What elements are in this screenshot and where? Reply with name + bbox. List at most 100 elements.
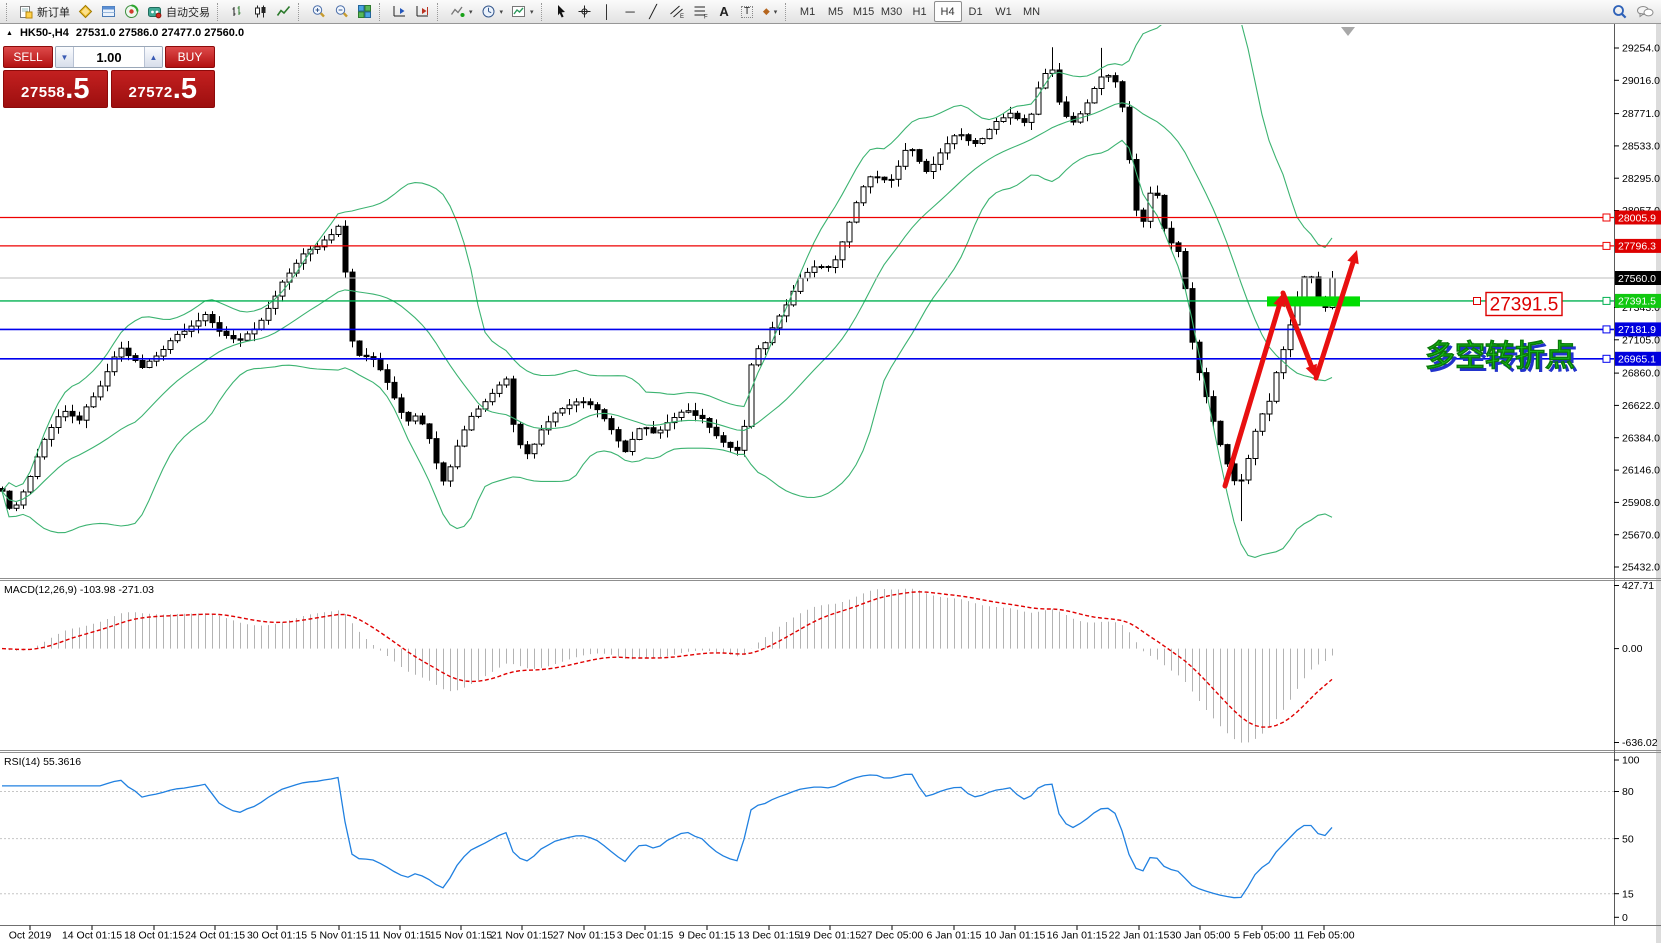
auto-trading-button[interactable]: 自动交易 bbox=[143, 1, 214, 22]
new-order-icon bbox=[20, 5, 33, 18]
sell-button[interactable]: SELL bbox=[3, 46, 53, 68]
text-label-icon: T bbox=[740, 5, 754, 18]
periods-button[interactable]: ▾ bbox=[477, 1, 508, 22]
buy-price-button[interactable]: 27572 .5 bbox=[110, 70, 215, 108]
chart-canvas[interactable]: 29254.029016.028771.028533.028295.028057… bbox=[0, 24, 1661, 943]
chevron-down-icon: ▾ bbox=[773, 8, 778, 16]
indicators-button[interactable]: ▾ bbox=[446, 1, 477, 22]
timeframe-d1-button[interactable]: D1 bbox=[968, 5, 983, 18]
timeframe-w1-button[interactable]: W1 bbox=[995, 5, 1012, 18]
svg-text:16 Jan 01:15: 16 Jan 01:15 bbox=[1047, 930, 1108, 942]
svg-text:26146.0: 26146.0 bbox=[1622, 465, 1660, 477]
chevron-down-icon: ▾ bbox=[530, 8, 534, 16]
volume-input[interactable]: 1.00 bbox=[96, 49, 122, 65]
toolbar-separator bbox=[379, 2, 385, 21]
candlestick-series bbox=[0, 47, 1336, 522]
svg-text:3 Dec 01:15: 3 Dec 01:15 bbox=[617, 930, 674, 942]
svg-text:26965.1: 26965.1 bbox=[1618, 354, 1656, 366]
chart-shift-button[interactable] bbox=[411, 1, 434, 22]
fibonacci-tool-button[interactable]: F bbox=[689, 1, 713, 22]
vertical-line-tool-button[interactable]: │ bbox=[596, 1, 619, 22]
svg-text:26622.0: 26622.0 bbox=[1622, 400, 1660, 412]
vertical-line-icon: │ bbox=[602, 4, 612, 19]
templates-button[interactable]: ▾ bbox=[507, 1, 538, 22]
text-tool-button[interactable]: A bbox=[713, 1, 736, 22]
rsi-line bbox=[2, 773, 1333, 899]
crosshair-tool-button[interactable] bbox=[573, 1, 596, 22]
sell-price-button[interactable]: 27558 .5 bbox=[3, 70, 108, 108]
svg-text:15: 15 bbox=[1622, 888, 1634, 900]
buy-button[interactable]: BUY bbox=[165, 46, 215, 68]
svg-text:26860.0: 26860.0 bbox=[1622, 368, 1660, 380]
zoom-out-button[interactable] bbox=[330, 1, 353, 22]
support-zone-bar bbox=[1267, 296, 1360, 307]
bull-bear-pivot-note[interactable]: 多空转折点 bbox=[1425, 340, 1576, 374]
volume-decrease-button[interactable]: ▼ bbox=[56, 47, 74, 67]
window-edge bbox=[1656, 24, 1661, 943]
periods-clock-icon bbox=[482, 5, 495, 18]
new-order-label: 新订单 bbox=[37, 6, 70, 19]
text-tool-icon: A bbox=[719, 4, 729, 19]
search-button[interactable] bbox=[1608, 1, 1632, 22]
auto-scroll-button[interactable] bbox=[388, 1, 411, 22]
svg-text:0.00: 0.00 bbox=[1622, 643, 1643, 655]
horizontal-line-tool-button[interactable]: ─ bbox=[619, 1, 642, 22]
auto-scroll-icon bbox=[393, 6, 405, 17]
candlestick-chart-button[interactable] bbox=[249, 1, 272, 22]
svg-text:26384.0: 26384.0 bbox=[1622, 432, 1660, 444]
timeframe-mn-button[interactable]: MN bbox=[1022, 5, 1041, 18]
toolbar-separator bbox=[6, 2, 12, 21]
svg-text:50: 50 bbox=[1622, 833, 1634, 845]
timeframe-m5-button[interactable]: M5 bbox=[827, 5, 844, 18]
market-watch-button[interactable] bbox=[74, 1, 97, 22]
volume-increase-button[interactable]: ▲ bbox=[144, 47, 162, 67]
svg-text:29016.0: 29016.0 bbox=[1622, 75, 1660, 87]
svg-text:-636.02: -636.02 bbox=[1622, 737, 1658, 749]
new-order-button[interactable]: 新订单 bbox=[15, 1, 74, 22]
horizontal-level-lines[interactable] bbox=[0, 213, 1614, 363]
auto-trading-label: 自动交易 bbox=[166, 6, 210, 19]
horizontal-line-icon: ─ bbox=[625, 4, 635, 19]
timeframe-m15-button[interactable]: M15 bbox=[852, 5, 875, 18]
data-window-button[interactable] bbox=[97, 1, 120, 22]
timeframe-h4-button[interactable]: H4 bbox=[933, 1, 962, 22]
timeframe-m30-button[interactable]: M30 bbox=[880, 5, 903, 18]
ohlc-values: 27531.0 27586.0 27477.0 27560.0 bbox=[75, 27, 245, 39]
svg-text:27 Dec 05:00: 27 Dec 05:00 bbox=[861, 930, 924, 942]
indicators-add-icon bbox=[450, 6, 465, 17]
note-text-shadow: 多空转折点 bbox=[1428, 343, 1578, 376]
time-axis: Oct 2019 14 Oct 01:15 18 Oct 01:15 24 Oct 0… bbox=[9, 925, 1355, 942]
svg-text:27796.3: 27796.3 bbox=[1618, 241, 1656, 253]
sell-price-pips: .5 bbox=[65, 73, 90, 105]
level-price-box[interactable] bbox=[1485, 291, 1563, 317]
trendline-tool-button[interactable]: ╱ bbox=[642, 1, 665, 22]
navigator-button[interactable] bbox=[120, 1, 143, 22]
channel-tool-button[interactable]: E bbox=[665, 1, 689, 22]
timeframe-m1-button[interactable]: M1 bbox=[799, 5, 816, 18]
level-box-anchor[interactable] bbox=[1473, 297, 1481, 305]
arrows-tool-button[interactable]: ◆ ▾ bbox=[759, 1, 782, 22]
tile-windows-icon bbox=[358, 5, 371, 18]
trend-arrows[interactable] bbox=[1222, 250, 1360, 489]
svg-text:5 Feb 05:00: 5 Feb 05:00 bbox=[1234, 930, 1290, 942]
shapes-icon: ◆ bbox=[762, 6, 770, 16]
timeframe-h1-button[interactable]: H1 bbox=[912, 5, 927, 18]
tile-windows-button[interactable] bbox=[353, 1, 376, 22]
line-chart-icon bbox=[276, 5, 291, 16]
svg-text:Oct 2019: Oct 2019 bbox=[9, 930, 52, 942]
chart-shift-marker[interactable] bbox=[1341, 27, 1355, 36]
toolbar-separator bbox=[540, 2, 547, 21]
macd-indicator-label: MACD(12,26,9) -103.98 -271.03 bbox=[4, 584, 154, 596]
line-chart-button[interactable] bbox=[272, 1, 295, 22]
spin-down-icon: ▼ bbox=[60, 52, 69, 62]
chat-button[interactable] bbox=[1632, 1, 1658, 22]
svg-text:25908.0: 25908.0 bbox=[1622, 497, 1660, 509]
zoom-in-button[interactable] bbox=[307, 1, 330, 22]
panel-frame bbox=[0, 24, 1661, 943]
bar-chart-button[interactable] bbox=[226, 1, 249, 22]
svg-text:6 Jan 01:15: 6 Jan 01:15 bbox=[927, 930, 982, 942]
text-label-tool-button[interactable]: T bbox=[736, 1, 759, 22]
cursor-tool-button[interactable] bbox=[550, 1, 573, 22]
svg-text:18 Oct 01:15: 18 Oct 01:15 bbox=[124, 930, 184, 942]
